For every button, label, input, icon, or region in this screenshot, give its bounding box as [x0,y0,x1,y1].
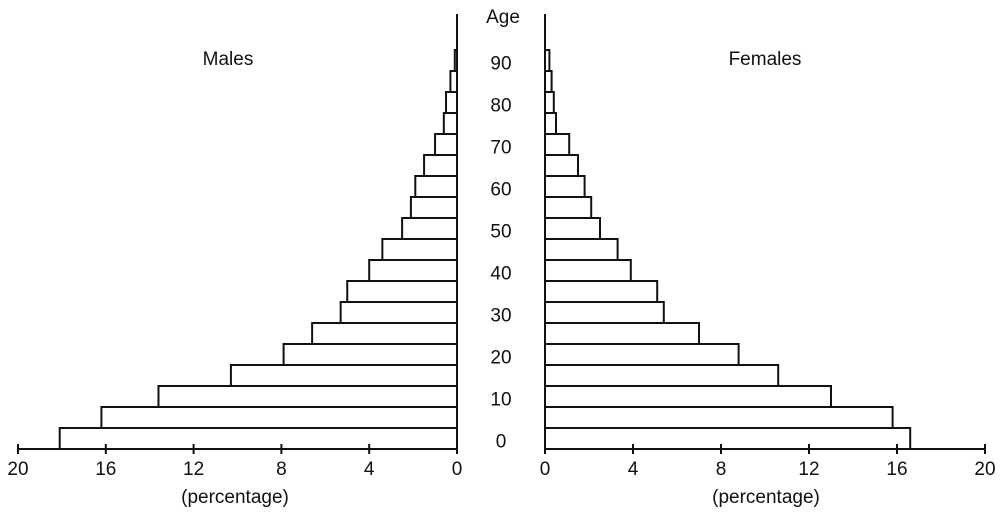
bar [401,217,458,240]
bar [423,154,459,177]
bar [229,364,458,387]
x-tick-label: 20 [974,459,995,480]
bar [544,91,555,114]
bar [414,175,459,198]
age-tick-label: 0 [496,432,507,453]
age-tick-label: 20 [490,348,511,369]
bar [544,154,579,177]
age-tick-label: 60 [490,180,511,201]
bar [442,112,458,135]
bar [368,259,459,282]
bar [346,280,458,303]
bar [544,217,601,240]
bar [311,322,458,345]
bar [58,427,459,450]
bar [100,406,458,429]
bar [544,427,912,450]
x-axis-label: (percentage) [712,487,820,508]
age-tick-label: 90 [490,54,511,75]
bar [544,175,586,198]
bar [157,385,458,408]
bar [381,238,458,261]
age-tick-label: 50 [490,222,511,243]
age-tick-label: 80 [490,96,511,117]
x-tick-label: 12 [183,459,204,480]
bar [409,196,458,219]
bar [434,133,458,156]
bar [282,343,458,366]
age-tick-label: 70 [490,138,511,159]
age-tick-label: 10 [490,390,511,411]
bar [544,322,700,345]
x-axis-label: (percentage) [181,487,289,508]
x-tick-label: 20 [7,459,28,480]
x-tick-label: 8 [716,459,727,480]
panel-title: Males [203,49,254,70]
bar [544,133,571,156]
bar [544,343,740,366]
bar [544,385,832,408]
bar [544,259,632,282]
bar [544,238,619,261]
bar [544,301,665,324]
x-tick-label: 12 [798,459,819,480]
age-label: Age [486,7,520,28]
bar [445,91,458,114]
x-tick-label: 4 [364,459,375,480]
age-tick-label: 30 [490,306,511,327]
x-tick-label: 16 [95,459,116,480]
bar [544,406,894,429]
panel-title: Females [729,49,802,70]
bar [544,112,557,135]
bar [339,301,459,324]
bar [544,364,780,387]
bar [544,196,593,219]
x-tick-label: 16 [886,459,907,480]
x-tick-label: 0 [540,459,551,480]
x-tick-label: 0 [452,459,463,480]
x-tick-label: 4 [628,459,639,480]
bar [544,280,659,303]
age-tick-label: 40 [490,264,511,285]
x-tick-label: 8 [276,459,287,480]
